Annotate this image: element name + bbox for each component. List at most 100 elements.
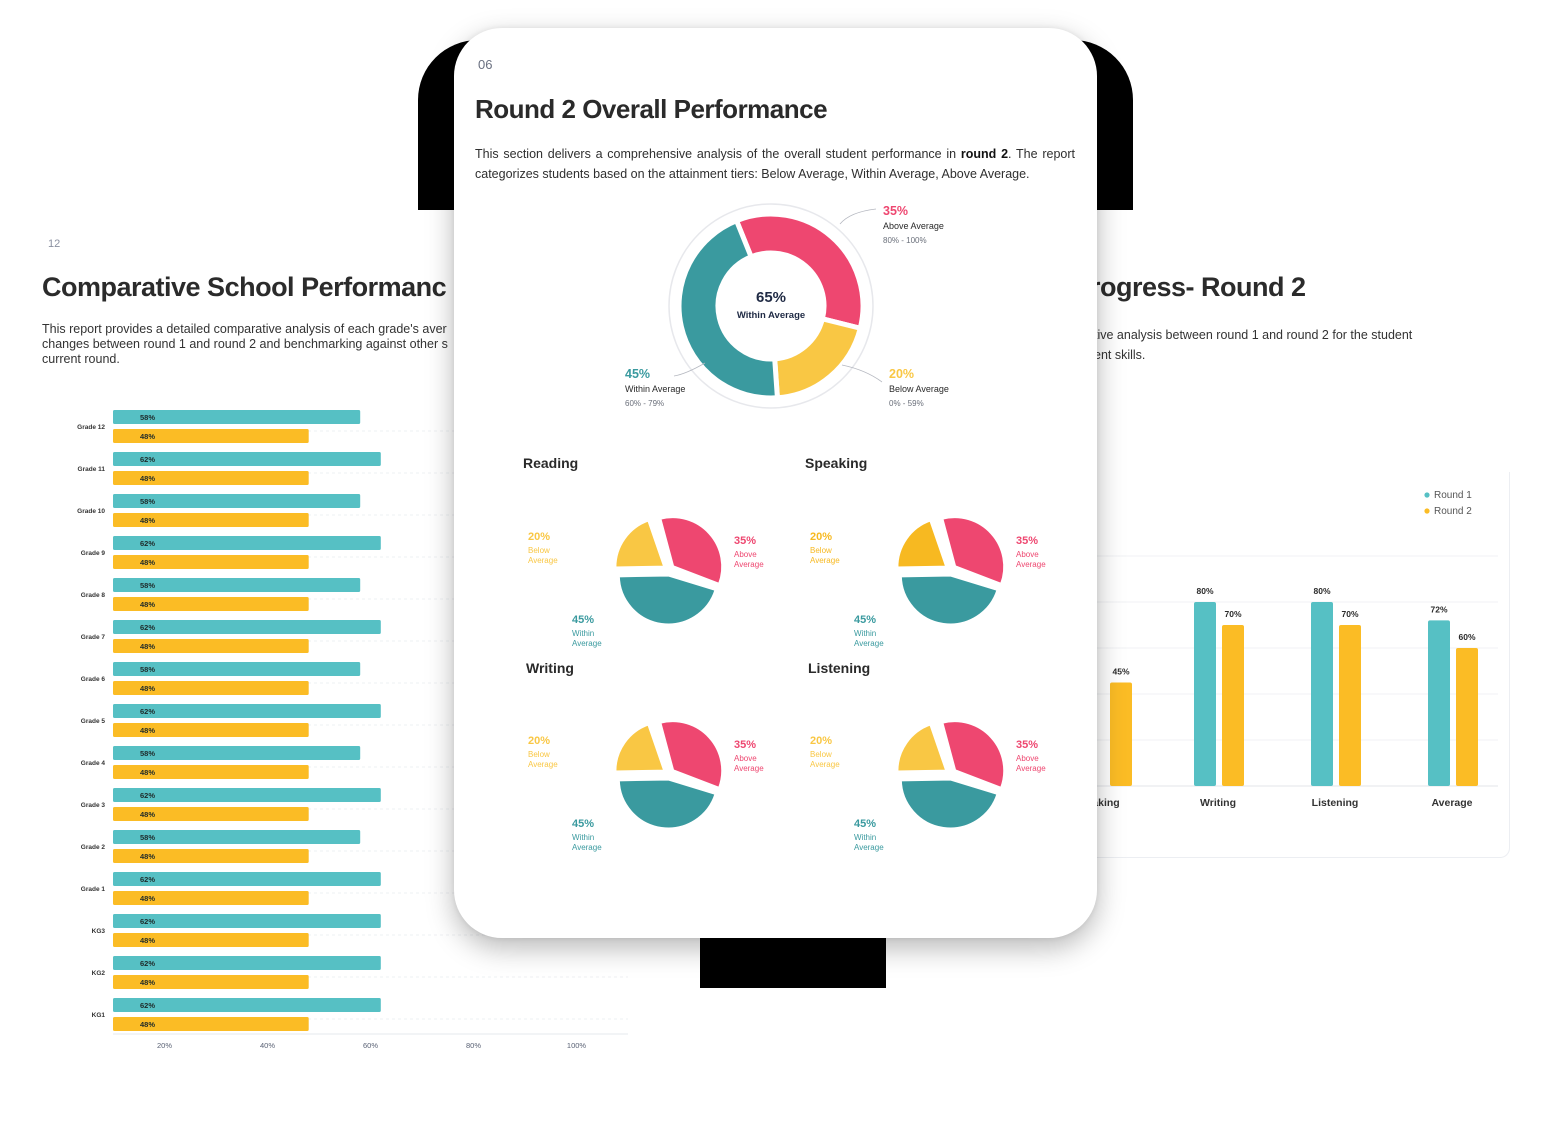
slice-label: Below: [528, 546, 550, 555]
pie-slice: [895, 722, 949, 774]
bar: [113, 723, 309, 737]
slice-label: Average: [528, 556, 558, 565]
data-label: 70%: [1341, 609, 1358, 619]
slice-value: 35%: [1016, 739, 1038, 751]
slice-range: 60% - 79%: [625, 399, 664, 408]
x-tick-label: 60%: [363, 1041, 378, 1050]
donut-slice: [676, 218, 780, 401]
bar: [113, 494, 361, 508]
slice-label: Average: [572, 639, 602, 648]
data-label: 70%: [1224, 609, 1241, 619]
bar: [113, 681, 309, 695]
leader-line: [841, 364, 883, 383]
slice-label: Within: [572, 833, 594, 842]
category-label: KG1: [92, 1012, 106, 1019]
bar: [1194, 602, 1216, 786]
donut-slice: [734, 211, 866, 331]
slice-label: Below Average: [889, 384, 949, 394]
x-tick-label: 20%: [157, 1041, 172, 1050]
data-label: 62%: [140, 791, 155, 800]
data-label: 62%: [140, 959, 155, 968]
slice-label: Average: [854, 639, 884, 648]
bar: [113, 872, 381, 886]
bar: [1110, 682, 1132, 786]
bar: [113, 956, 381, 970]
data-label: 58%: [140, 665, 155, 674]
bar: [113, 914, 381, 928]
slice-label: Average: [810, 556, 840, 565]
category-label: Grade 11: [78, 466, 106, 473]
bar: [113, 452, 381, 466]
skills-chart-card: 45% aking 80% 70% Writing 80% 70% Listening 72% 6…: [1070, 472, 1510, 858]
pie-slice: [658, 719, 725, 791]
speaking-pie-chart: 35%AboveAverage45%WithinAverage20%BelowA…: [810, 515, 1046, 648]
pie-slice-group: [616, 573, 718, 627]
category-label: Grade 7: [81, 634, 106, 641]
pie-slice-group: [616, 777, 718, 831]
slice-label: Average: [572, 843, 602, 852]
pie-slice: [613, 722, 667, 774]
bar: [113, 555, 309, 569]
bar: [113, 849, 309, 863]
legend-label: Round 2: [1434, 506, 1472, 517]
slice-label: Above: [734, 550, 757, 559]
data-label: 80%: [1196, 586, 1213, 596]
bar: [113, 410, 361, 424]
page-description: tive analysis between round 1 and round …: [1094, 325, 1514, 365]
category-label: Grade 12: [77, 424, 105, 431]
slice-label: Below: [528, 750, 550, 759]
slice-value: 45%: [625, 367, 650, 381]
chart-title-writing: Writing: [526, 660, 574, 676]
slice-value: 20%: [810, 531, 832, 543]
data-label: 48%: [140, 516, 155, 525]
category-label: Grade 5: [81, 718, 106, 725]
pie-slice: [940, 719, 1007, 791]
slice-label: Within: [854, 833, 876, 842]
pie-slice-group: [898, 573, 1000, 627]
data-label: 48%: [140, 684, 155, 693]
x-tick-label: 80%: [466, 1041, 481, 1050]
bar: [113, 998, 381, 1012]
bar: [113, 639, 309, 653]
bar: [113, 513, 309, 527]
data-label: 58%: [140, 581, 155, 590]
pie-slice-group: [898, 777, 1000, 831]
x-tick-label: 100%: [567, 1041, 587, 1050]
data-label: 62%: [140, 1001, 155, 1010]
page-title: Comparative School Performanc: [42, 272, 447, 302]
bar: [113, 830, 361, 844]
slice-label: Average: [810, 760, 840, 769]
pie-slice-group: [658, 719, 725, 791]
chart-title-speaking: Speaking: [805, 455, 868, 471]
slice-value: 20%: [810, 735, 832, 747]
legend-swatch: [1424, 508, 1430, 514]
data-label: 60%: [1458, 632, 1475, 642]
data-label: 48%: [140, 432, 155, 441]
x-tick-label: 40%: [260, 1041, 275, 1050]
bar: [113, 933, 309, 947]
slice-value: 20%: [528, 735, 550, 747]
slice-value: 45%: [572, 818, 594, 830]
category-label: KG3: [92, 928, 106, 935]
pie-slice-group: [613, 722, 667, 774]
description-line: tive analysis between round 1 and round …: [1094, 328, 1413, 342]
slice-label: Average: [1016, 764, 1046, 773]
data-label: 48%: [140, 1020, 155, 1029]
bar: [1311, 602, 1333, 786]
bar: [113, 975, 309, 989]
category-label: KG2: [92, 970, 106, 977]
data-label: 62%: [140, 707, 155, 716]
bar: [113, 429, 309, 443]
slice-label: Within: [572, 629, 594, 638]
category-label: Grade 8: [81, 592, 106, 599]
slice-value: 35%: [734, 739, 756, 751]
data-label: 45%: [1112, 667, 1129, 677]
pie-slice: [898, 777, 1000, 831]
category-label: Grade 6: [81, 676, 106, 683]
data-label: 48%: [140, 852, 155, 861]
center-label: Within Average: [737, 310, 805, 321]
data-label: 62%: [140, 917, 155, 926]
data-label: 48%: [140, 936, 155, 945]
slice-value: 35%: [883, 204, 908, 218]
